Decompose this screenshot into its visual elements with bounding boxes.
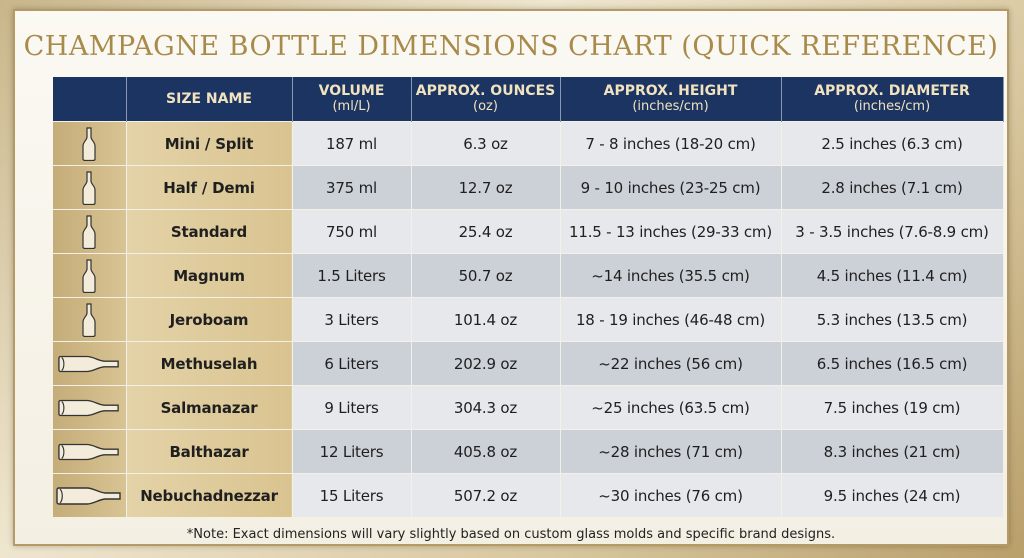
header-height: APPROX. HEIGHT (inches/cm) [560,77,782,122]
ounces-cell: 405.8 oz [411,429,561,474]
bottle-vertical-icon [53,258,126,293]
bottle-horizontal-icon [53,354,126,374]
header-diameter-unit: (inches/cm) [853,99,931,114]
bottle-icon-cell [53,209,127,254]
ounces-cell: 25.4 oz [411,209,561,254]
height-cell: ~28 inches (71 cm) [560,429,782,474]
volume-cell: 15 Liters [292,473,412,517]
header-volume-unit: (ml/L) [332,99,371,114]
header-height-unit: (inches/cm) [632,99,709,114]
ounces-cell: 50.7 oz [411,253,561,298]
bottle-vertical-icon [53,214,126,249]
header-height-label: APPROX. HEIGHT [603,83,738,99]
height-cell: ~30 inches (76 cm) [560,473,782,517]
size-name-cell: Balthazar [126,429,293,474]
footnote: *Note: Exact dimensions will vary slight… [186,527,836,542]
table-body: Mini / Split 187 ml 6.3 oz 7 - 8 inches (18… [53,121,1004,517]
diameter-cell: 2.5 inches (6.3 cm) [781,121,1004,166]
size-name-cell: Mini / Split [126,121,293,166]
size-name-cell: Standard [126,209,293,254]
header-size-name: SIZE NAME [126,77,293,122]
diameter-cell: 8.3 inches (21 cm) [781,429,1004,474]
page-title: CHAMPAGNE BOTTLE DIMENSIONS CHART (QUICK… [23,31,999,62]
ounces-cell: 202.9 oz [411,341,561,386]
table-row: Magnum 1.5 Liters 50.7 oz ~14 inches (35.5 … [53,253,1004,298]
bottle-horizontal-icon [53,442,126,462]
bottle-horizontal-icon [53,486,126,506]
header-ounces: APPROX. OUNCES (oz) [411,77,561,122]
bottle-vertical-icon [53,302,126,337]
bottle-icon-cell [53,473,127,517]
bottle-icon-cell [53,297,127,342]
volume-cell: 6 Liters [292,341,412,386]
diameter-cell: 9.5 inches (24 cm) [781,473,1004,517]
diameter-cell: 2.8 inches (7.1 cm) [781,165,1004,210]
volume-cell: 9 Liters [292,385,412,430]
volume-cell: 12 Liters [292,429,412,474]
bottle-vertical-icon [53,170,126,205]
table-row: Balthazar 12 Liters 405.8 oz ~28 inches (71… [53,429,1004,474]
bottle-dimensions-table: SIZE NAME VOLUME (ml/L) APPROX. OUNCES (oz… [53,77,1004,517]
ounces-cell: 6.3 oz [411,121,561,166]
bottle-icon-cell [53,253,127,298]
ounces-cell: 507.2 oz [411,473,561,517]
table-row: Methuselah 6 Liters 202.9 oz ~22 inches (56… [53,341,1004,386]
bottle-icon-cell [53,429,127,474]
header-volume-label: VOLUME [318,83,385,99]
size-name-cell: Magnum [126,253,293,298]
volume-cell: 3 Liters [292,297,412,342]
diameter-cell: 5.3 inches (13.5 cm) [781,297,1004,342]
table-row: Jeroboam 3 Liters 101.4 oz 18 - 19 inches (… [53,297,1004,342]
header-diameter-label: APPROX. DIAMETER [814,83,970,99]
height-cell: ~25 inches (63.5 cm) [560,385,782,430]
bottle-icon-cell [53,165,127,210]
diameter-cell: 3 - 3.5 inches (7.6-8.9 cm) [781,209,1004,254]
header-volume: VOLUME (ml/L) [292,77,412,122]
header-ounces-label: APPROX. OUNCES [415,83,556,99]
height-cell: 11.5 - 13 inches (29-33 cm) [560,209,782,254]
bottle-vertical-icon [53,126,126,161]
size-name-cell: Half / Demi [126,165,293,210]
header-size-name-label: SIZE NAME [166,91,252,107]
bottle-horizontal-icon [53,398,126,418]
header-diameter: APPROX. DIAMETER (inches/cm) [781,77,1004,122]
table-row: Half / Demi 375 ml 12.7 oz 9 - 10 inches (2… [53,165,1004,210]
size-name-cell: Salmanazar [126,385,293,430]
table-row: Mini / Split 187 ml 6.3 oz 7 - 8 inches (18… [53,121,1004,166]
height-cell: 9 - 10 inches (23-25 cm) [560,165,782,210]
volume-cell: 375 ml [292,165,412,210]
height-cell: 7 - 8 inches (18-20 cm) [560,121,782,166]
ounces-cell: 101.4 oz [411,297,561,342]
bottle-icon-cell [53,341,127,386]
size-name-cell: Jeroboam [126,297,293,342]
ounces-cell: 304.3 oz [411,385,561,430]
height-cell: ~14 inches (35.5 cm) [560,253,782,298]
size-name-cell: Methuselah [126,341,293,386]
table-header-row: SIZE NAME VOLUME (ml/L) APPROX. OUNCES (oz… [53,77,1004,122]
height-cell: 18 - 19 inches (46-48 cm) [560,297,782,342]
bottle-icon-cell [53,385,127,430]
diameter-cell: 7.5 inches (19 cm) [781,385,1004,430]
volume-cell: 187 ml [292,121,412,166]
table-row: Salmanazar 9 Liters 304.3 oz ~25 inches (63… [53,385,1004,430]
diameter-cell: 6.5 inches (16.5 cm) [781,341,1004,386]
table-row: Standard 750 ml 25.4 oz 11.5 - 13 inches (2… [53,209,1004,254]
diameter-cell: 4.5 inches (11.4 cm) [781,253,1004,298]
header-icon [53,77,127,122]
height-cell: ~22 inches (56 cm) [560,341,782,386]
volume-cell: 1.5 Liters [292,253,412,298]
bottle-icon-cell [53,121,127,166]
size-name-cell: Nebuchadnezzar [126,473,293,517]
ounces-cell: 12.7 oz [411,165,561,210]
table-row: Nebuchadnezzar 15 Liters 507.2 oz ~30 inche… [53,473,1004,517]
chart-panel: CHAMPAGNE BOTTLE DIMENSIONS CHART (QUICK… [13,9,1009,546]
header-ounces-unit: (oz) [473,99,498,114]
volume-cell: 750 ml [292,209,412,254]
